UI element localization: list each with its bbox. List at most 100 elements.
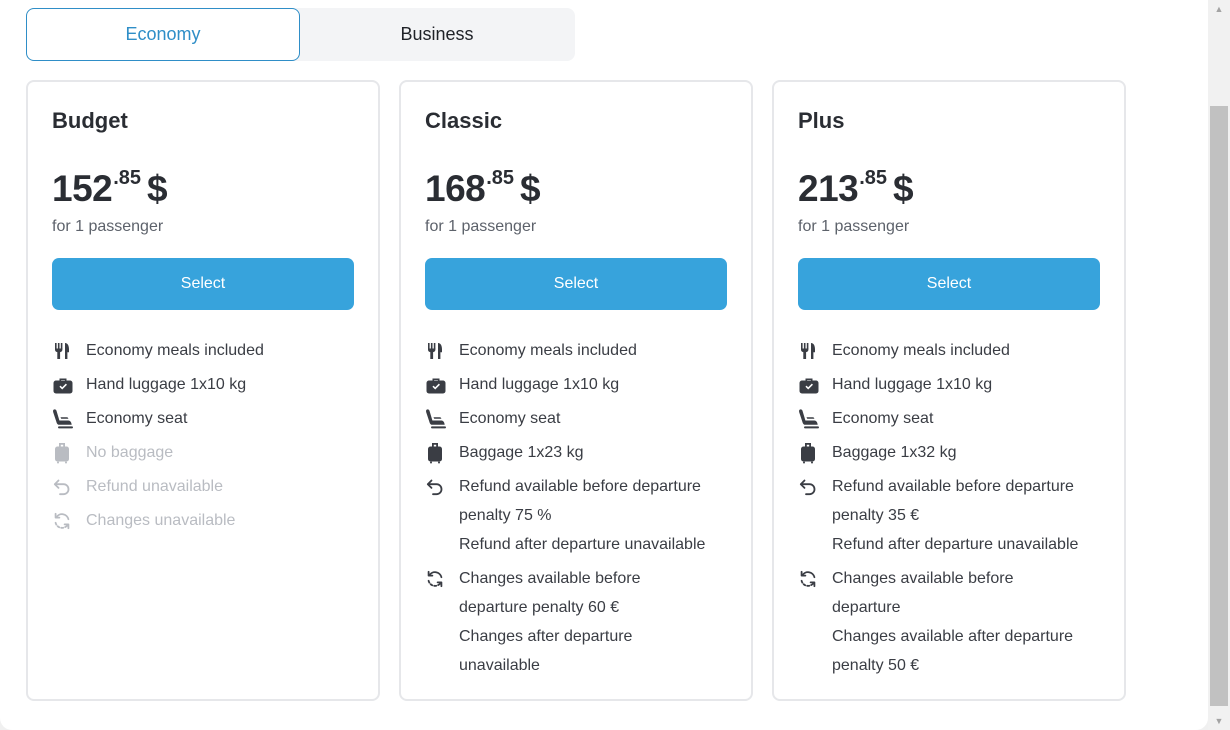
feature-item: Economy seat (798, 404, 1108, 433)
feature-line: penalty 75 % (459, 507, 552, 524)
price-per-passenger: for 1 passenger (798, 218, 910, 235)
price-main: 152 (52, 168, 113, 209)
feature-item: Refund unavailable (52, 472, 362, 501)
fare-price: 152.85 $ (52, 167, 168, 210)
scroll-thumb[interactable] (1210, 106, 1228, 706)
feature-item: Baggage 1x32 kg (798, 438, 1108, 467)
feature-line: Refund available before departure (832, 478, 1074, 495)
fare-price: 168.85 $ (425, 167, 541, 210)
refund-icon (425, 472, 449, 501)
feature-item: No baggage (52, 438, 362, 467)
feature-item: Refund available before departure penalty… (425, 472, 735, 559)
baggage-icon (425, 438, 449, 467)
price-cents: .85 (113, 167, 142, 189)
feature-item: Economy seat (52, 404, 362, 433)
feature-line: Economy seat (832, 410, 934, 427)
fare-title: Plus (798, 108, 845, 133)
feature-text: Economy meals included (86, 336, 264, 365)
feature-text: Changes available before departure Changes… (832, 564, 1073, 680)
price-main: 213 (798, 168, 859, 209)
fare-card-budget: Budget 152.85 $ for 1 passenger Select Ec… (26, 80, 380, 701)
seat-icon (798, 404, 822, 433)
fare-title: Budget (52, 108, 128, 133)
select-budget-button[interactable]: Select (52, 258, 354, 310)
feature-text: Hand luggage 1x10 kg (459, 370, 619, 399)
price-per-passenger: for 1 passenger (52, 218, 164, 235)
tab-business[interactable]: Business (400, 24, 474, 44)
feature-list: Economy meals included Hand luggage 1x10 … (425, 336, 735, 685)
feature-item: Changes unavailable (52, 506, 362, 535)
feature-line: No baggage (86, 444, 174, 461)
hand-luggage-icon (425, 370, 449, 399)
feature-text: Economy meals included (832, 336, 1010, 365)
feature-text: Changes available before departure penalt… (459, 564, 640, 680)
feature-item: Hand luggage 1x10 kg (425, 370, 735, 399)
meal-icon (52, 336, 76, 365)
tab-economy[interactable]: Economy (26, 8, 300, 61)
feature-line: Changes available before (459, 570, 641, 587)
feature-line: departure (832, 599, 901, 616)
feature-line: Baggage 1x23 kg (459, 444, 584, 461)
fare-card-classic: Classic 168.85 $ for 1 passenger Select E… (399, 80, 753, 701)
feature-text: No baggage (86, 438, 173, 467)
feature-line: Refund available before departure (459, 478, 701, 495)
feature-line: departure penalty 60 € (459, 599, 620, 616)
feature-text: Hand luggage 1x10 kg (86, 370, 246, 399)
meal-icon (425, 336, 449, 365)
feature-line: Refund after departure unavailable (832, 536, 1079, 553)
fare-price: 213.85 $ (798, 167, 914, 210)
seat-icon (425, 404, 449, 433)
price-currency: $ (893, 168, 914, 209)
feature-line: Changes available after departure (832, 628, 1074, 645)
feature-text: Refund unavailable (86, 472, 223, 501)
feature-line: Economy meals included (86, 342, 264, 359)
refund-icon (798, 472, 822, 501)
feature-line: Hand luggage 1x10 kg (832, 376, 993, 393)
feature-item: Economy meals included (798, 336, 1108, 365)
feature-line: Economy seat (459, 410, 561, 427)
feature-line: Baggage 1x32 kg (832, 444, 957, 461)
scroll-up-icon[interactable]: ▲ (1214, 4, 1224, 14)
feature-text: Hand luggage 1x10 kg (832, 370, 992, 399)
feature-text: Refund available before departure penalty… (459, 472, 705, 559)
feature-line: penalty 50 € (832, 657, 920, 674)
scroll-down-icon[interactable]: ▼ (1214, 716, 1224, 726)
feature-text: Refund available before departure penalty… (832, 472, 1078, 559)
feature-item: Hand luggage 1x10 kg (52, 370, 362, 399)
feature-line: Hand luggage 1x10 kg (86, 376, 247, 393)
seat-icon (52, 404, 76, 433)
changes-icon (798, 564, 822, 593)
price-currency: $ (147, 168, 168, 209)
changes-icon (52, 506, 76, 535)
feature-item: Refund available before departure penalty… (798, 472, 1108, 559)
feature-text: Economy meals included (459, 336, 637, 365)
feature-line: penalty 35 € (832, 507, 920, 524)
feature-line: Economy meals included (459, 342, 637, 359)
feature-line: Refund after departure unavailable (459, 536, 706, 553)
feature-line: Hand luggage 1x10 kg (459, 376, 620, 393)
changes-icon (425, 564, 449, 593)
feature-line: Refund unavailable (86, 478, 223, 495)
fare-title: Classic (425, 108, 503, 133)
feature-text: Changes unavailable (86, 506, 235, 535)
feature-line: unavailable (459, 657, 540, 674)
feature-item: Economy meals included (52, 336, 362, 365)
scrollbar[interactable]: ▲ ▼ (1208, 0, 1230, 730)
price-per-passenger: for 1 passenger (425, 218, 537, 235)
feature-text: Economy seat (459, 404, 560, 433)
price-cents: .85 (859, 167, 888, 189)
feature-line: Economy seat (86, 410, 188, 427)
hand-luggage-icon (798, 370, 822, 399)
select-classic-button[interactable]: Select (425, 258, 727, 310)
select-plus-button[interactable]: Select (798, 258, 1100, 310)
feature-item: Changes available before departure penalt… (425, 564, 735, 680)
meal-icon (798, 336, 822, 365)
refund-icon (52, 472, 76, 501)
baggage-icon (52, 438, 76, 467)
feature-text: Economy seat (86, 404, 187, 433)
feature-item: Baggage 1x23 kg (425, 438, 735, 467)
feature-line: Changes after departure (459, 628, 633, 645)
price-cents: .85 (486, 167, 515, 189)
feature-item: Changes available before departure Changes… (798, 564, 1108, 680)
